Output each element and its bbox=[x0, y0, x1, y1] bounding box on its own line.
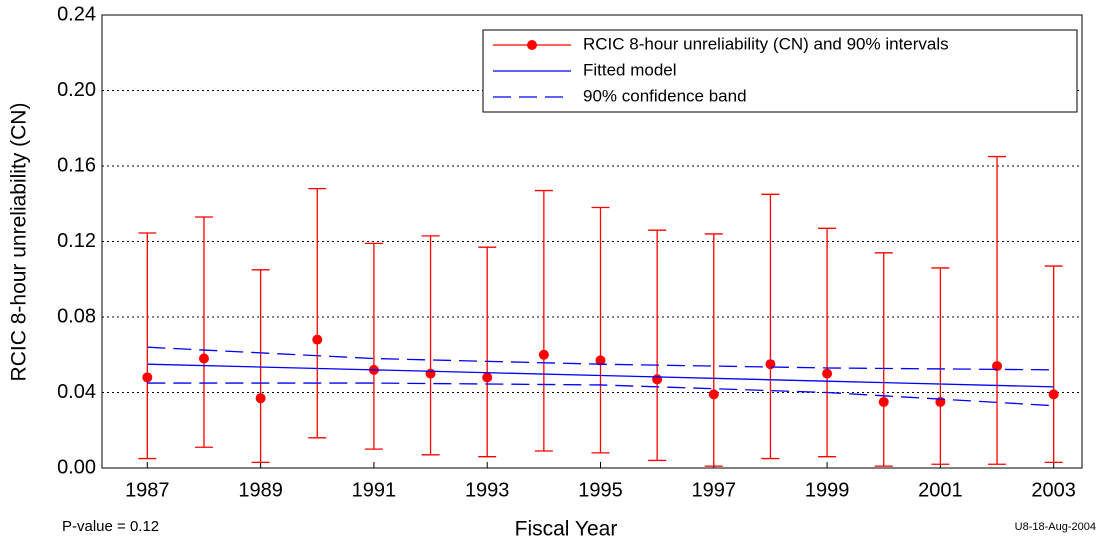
x-tick-label: 2003 bbox=[1031, 479, 1076, 501]
annotation: P-value = 0.12 bbox=[62, 518, 159, 535]
x-tick-label: 1987 bbox=[125, 479, 170, 501]
y-tick-label: 0.12 bbox=[57, 230, 96, 252]
x-tick-label: 1995 bbox=[578, 479, 623, 501]
point bbox=[538, 349, 549, 360]
point bbox=[1048, 389, 1059, 400]
point bbox=[992, 361, 1003, 372]
point bbox=[822, 368, 833, 379]
y-tick-label: 0.16 bbox=[57, 154, 96, 176]
x-tick-label: 2001 bbox=[918, 479, 963, 501]
point bbox=[198, 353, 209, 364]
point bbox=[255, 393, 266, 404]
point bbox=[312, 334, 323, 345]
y-axis-label: RCIC 8-hour unreliability (CN) bbox=[8, 103, 31, 382]
point bbox=[425, 368, 436, 379]
y-tick-label: 0.08 bbox=[57, 305, 96, 327]
legend-label: Fitted model bbox=[583, 60, 677, 79]
point bbox=[652, 374, 663, 385]
line bbox=[147, 363, 1054, 388]
y-tick-label: 0.04 bbox=[57, 381, 96, 403]
x-tick-label: 1999 bbox=[805, 479, 850, 501]
line bbox=[147, 382, 1054, 407]
y-tick-label: 0.00 bbox=[57, 456, 96, 478]
x-tick-label: 1997 bbox=[692, 479, 737, 501]
annotation: U8-18-Aug-2004 bbox=[1015, 521, 1096, 533]
point bbox=[482, 372, 493, 383]
point bbox=[142, 372, 153, 383]
point bbox=[878, 396, 889, 407]
legend-label: 90% confidence band bbox=[583, 86, 747, 105]
y-tick-label: 0.20 bbox=[57, 79, 96, 101]
line bbox=[147, 346, 1054, 371]
x-tick-label: 1989 bbox=[238, 479, 283, 501]
legend-box bbox=[482, 29, 1078, 113]
x-axis-label: Fiscal Year bbox=[515, 518, 618, 541]
legend-label: RCIC 8-hour unreliability (CN) and 90% i… bbox=[583, 34, 949, 53]
x-tick-label: 1991 bbox=[352, 479, 397, 501]
plot-frame bbox=[101, 14, 1083, 469]
point bbox=[708, 389, 719, 400]
legend-marker bbox=[527, 40, 537, 50]
y-tick-label: 0.24 bbox=[57, 3, 96, 25]
x-tick-label: 1993 bbox=[465, 479, 510, 501]
point bbox=[595, 355, 606, 366]
